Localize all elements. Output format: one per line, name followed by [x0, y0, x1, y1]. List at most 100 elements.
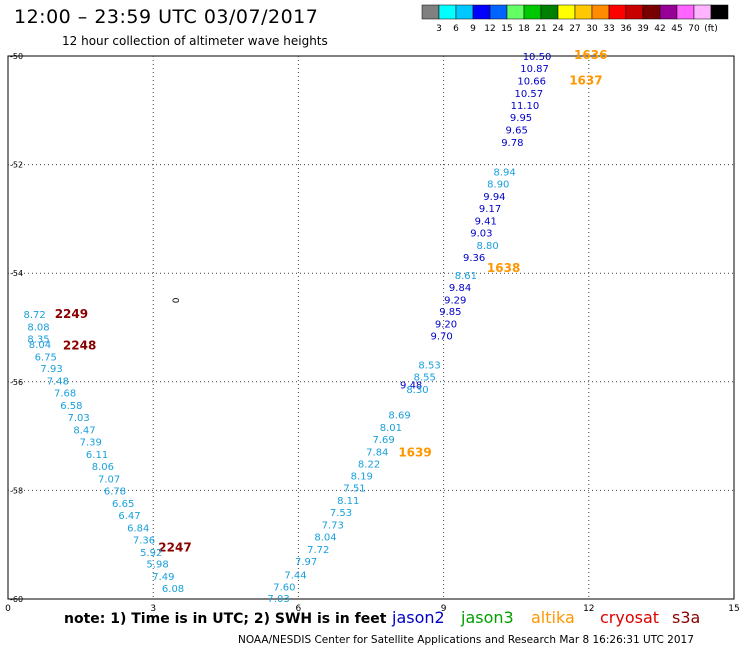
s3a-point-label: 7.68	[54, 389, 76, 400]
jason2-point-label: 9.29	[444, 295, 466, 306]
s3a-point-label: 6.78	[104, 486, 126, 497]
jason2-point-label: 9.78	[501, 138, 523, 149]
s3a-point-label: 7.51	[343, 484, 365, 495]
s3a-point-label: 8.08	[27, 322, 49, 333]
jason2-point-label: 9.84	[449, 283, 471, 294]
colorbar-label: 12	[484, 24, 495, 34]
s3a-point-label: 6.11	[86, 450, 108, 461]
jason2-point-label: 9.85	[439, 307, 461, 318]
s3a-point-label: 6.65	[112, 499, 134, 510]
jason2-point-label: 9.94	[483, 192, 505, 203]
x-tick-label: 12	[583, 604, 594, 614]
x-tick-label: 0	[5, 604, 11, 614]
colorbar-label: 39	[637, 24, 649, 34]
jason2-point-label: 10.66	[517, 76, 546, 87]
s3a-point-label: 8.55	[414, 372, 436, 383]
s3a-point-label: 8.35	[27, 334, 49, 345]
altika-point-label: 1637	[569, 73, 602, 87]
jason2-point-label: 11.10	[511, 101, 540, 112]
s3a-point-label: 8.90	[487, 180, 509, 191]
jason2-point-label: 9.95	[510, 113, 532, 124]
jason2-point-label: 10.87	[520, 64, 549, 75]
legend-jason2: jason2	[392, 608, 445, 627]
colorbar-label: 27	[569, 24, 580, 34]
s3a-point-label: 8.01	[380, 423, 402, 434]
colorbar-label: 3	[436, 24, 442, 34]
color-scale-legend: 3 6 9 12 15 18 21 24 27 30 33 36 39 42 45 70 (ft)	[421, 4, 729, 34]
cryosat-point-label: 2248	[63, 338, 96, 352]
x-tick-label: 9	[441, 604, 447, 614]
y-tick-label: -60	[10, 595, 23, 604]
jason2-point-label: 9.70	[431, 332, 453, 343]
colorbar-label: (ft)	[704, 24, 718, 34]
colorbar-label: 21	[535, 24, 546, 34]
s3a-point-label: 7.72	[307, 545, 329, 556]
jason2-point-label: 9.03	[470, 228, 492, 239]
jason2-point-label: 10.57	[514, 89, 543, 100]
y-tick-label: -50	[10, 52, 23, 61]
s3a-point-label: 6.58	[60, 401, 82, 412]
colorbar-label: 30	[586, 24, 598, 34]
jason2-point-label: 9.36	[463, 253, 485, 264]
y-tick-label: -58	[10, 486, 23, 495]
x-tick-label: 15	[728, 604, 739, 614]
s3a-point-label: 8.19	[351, 472, 373, 483]
colorbar-label: 9	[470, 24, 476, 34]
jason2-point-label: 10.50	[523, 52, 552, 63]
colorbar-swatch	[710, 4, 729, 20]
s3a-point-label: 7.69	[372, 435, 394, 446]
jason2-point-label: 9.65	[506, 125, 528, 136]
s3a-point-label: 6.75	[35, 352, 57, 363]
s3a-point-label: 6.47	[118, 511, 140, 522]
s3a-point-label: 8.61	[455, 271, 477, 282]
colorbar-label: 36	[620, 24, 632, 34]
s3a-point-label: 8.69	[388, 410, 410, 421]
chart-title: 12:00 – 23:59 UTC 03/07/2017	[14, 6, 319, 28]
chart-subtitle: 12 hour collection of altimeter wave hei…	[62, 34, 328, 48]
s3a-point-label: 6.84	[127, 523, 149, 534]
s3a-point-label: 8.04	[29, 340, 51, 351]
s3a-point-label: 7.44	[284, 571, 306, 582]
footer-credit: NOAA/NESDIS Center for Satellite Applica…	[238, 634, 694, 646]
x-tick-label: 3	[150, 604, 156, 614]
s3a-point-label: 8.22	[358, 459, 380, 470]
legend-altika: altika	[531, 608, 575, 627]
s3a-point-label: 7.93	[40, 364, 62, 375]
s3a-point-label: 8.47	[73, 426, 95, 437]
x-tick-label: 6	[296, 604, 302, 614]
s3a-point-label: 7.03	[267, 594, 289, 605]
s3a-point-label: 7.48	[47, 377, 69, 388]
s3a-point-label: 7.73	[322, 521, 344, 532]
s3a-point-label: 7.39	[80, 438, 102, 449]
s3a-point-label: 7.84	[366, 447, 388, 458]
units-note: note: 1) Time is in UTC; 2) SWH is in fe…	[64, 611, 387, 627]
s3a-point-label: 8.72	[23, 310, 45, 321]
jason2-point-label: 9.48	[400, 381, 422, 392]
jason2-point-label: 9.20	[435, 320, 457, 331]
colorbar-label: 24	[552, 24, 564, 34]
cryosat-point-label: 2249	[55, 307, 88, 321]
s3a-point-label: 8.53	[418, 360, 440, 371]
s3a-point-label: 7.97	[295, 557, 317, 568]
jason2-point-label: 9.17	[479, 204, 501, 215]
jason2-point-label: 9.41	[475, 217, 497, 228]
altika-point-label: 1638	[487, 261, 520, 275]
s3a-point-label: 5.92	[140, 548, 162, 559]
y-tick-label: -52	[10, 161, 23, 170]
legend-jason3: jason3	[461, 608, 514, 627]
colorbar-label: 18	[518, 24, 530, 34]
s3a-point-label: 8.04	[314, 533, 336, 544]
colorbar-label: 15	[501, 24, 512, 34]
cryosat-point-label: 2247	[158, 540, 191, 554]
s3a-point-label: 8.06	[92, 462, 114, 473]
altika-point-label: 1636	[574, 48, 607, 62]
colorbar-label: 6	[453, 24, 459, 34]
s3a-point-label: 7.03	[68, 413, 90, 424]
colorbar-label: 33	[603, 24, 614, 34]
s3a-point-label: 8.94	[493, 168, 515, 179]
legend-s3a: s3a	[672, 608, 701, 627]
colorbar-label: 42	[654, 24, 665, 34]
s3a-point-label: 8.30	[406, 385, 428, 396]
s3a-point-label: 7.53	[330, 508, 352, 519]
